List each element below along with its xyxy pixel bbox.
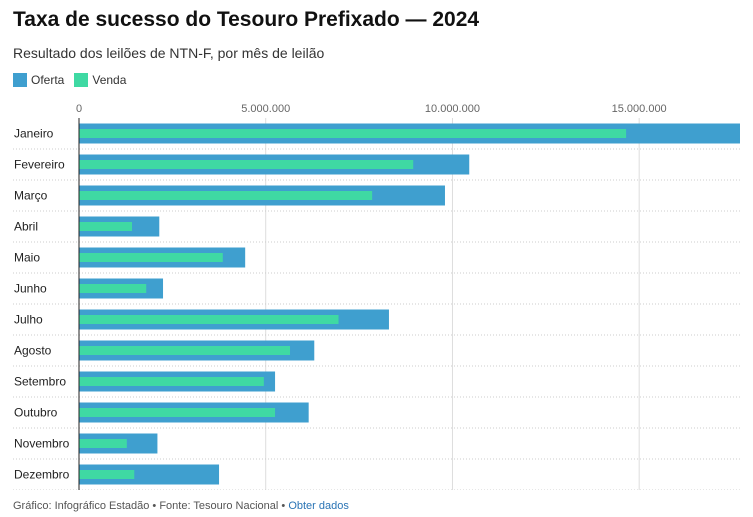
x-tick-label: 0	[76, 103, 82, 115]
bar-chart: 0 5.000.000 10.000.000 15.000.000 Janeiro Fev…	[13, 103, 740, 490]
bar-venda	[79, 129, 627, 138]
bar-venda	[79, 315, 339, 324]
legend-swatch-oferta	[13, 73, 27, 87]
x-tick-label: 5.000.000	[241, 103, 290, 115]
obter-dados-link[interactable]: Obter dados	[288, 500, 349, 512]
bar-venda	[79, 191, 373, 200]
category-label: Janeiro	[14, 127, 54, 141]
category-label: Março	[14, 189, 48, 203]
category-label: Abril	[14, 220, 38, 234]
chart-subtitle: Resultado dos leilões de NTN-F, por mês …	[13, 45, 325, 61]
legend-label-venda: Venda	[92, 73, 127, 87]
footer: Gráfico: Infográfico Estadão • Fonte: Te…	[13, 500, 349, 512]
x-tick-label: 10.000.000	[425, 103, 480, 115]
footer-credit: Gráfico: Infográfico Estadão • Fonte: Te…	[13, 500, 289, 512]
bar-venda	[79, 377, 264, 386]
legend-swatch-venda	[74, 73, 89, 87]
bar-venda	[79, 439, 127, 448]
category-label: Dezembro	[14, 468, 70, 482]
category-label: Fevereiro	[14, 158, 65, 172]
legend-label-oferta: Oferta	[31, 73, 65, 87]
category-label: Novembro	[14, 437, 70, 451]
category-label: Outubro	[14, 406, 58, 420]
category-label: Agosto	[14, 344, 52, 358]
category-label: Julho	[14, 313, 43, 327]
legend: Oferta Venda	[13, 73, 126, 87]
legend-item-oferta: Oferta	[13, 73, 64, 87]
category-label: Setembro	[14, 375, 66, 389]
bar-venda	[79, 346, 290, 355]
bar-venda	[79, 284, 147, 293]
bar-venda	[79, 408, 276, 417]
bar-oferta	[79, 464, 220, 485]
bar-venda	[79, 222, 133, 231]
category-label: Junho	[14, 282, 47, 296]
bar-venda	[79, 253, 223, 262]
category-label: Maio	[14, 251, 40, 265]
x-tick-label: 15.000.000	[612, 103, 667, 115]
legend-item-venda: Venda	[74, 73, 126, 87]
bar-venda	[79, 470, 135, 479]
chart-title: Taxa de sucesso do Tesouro Prefixado — 2…	[13, 8, 480, 31]
bar-venda	[79, 160, 414, 169]
